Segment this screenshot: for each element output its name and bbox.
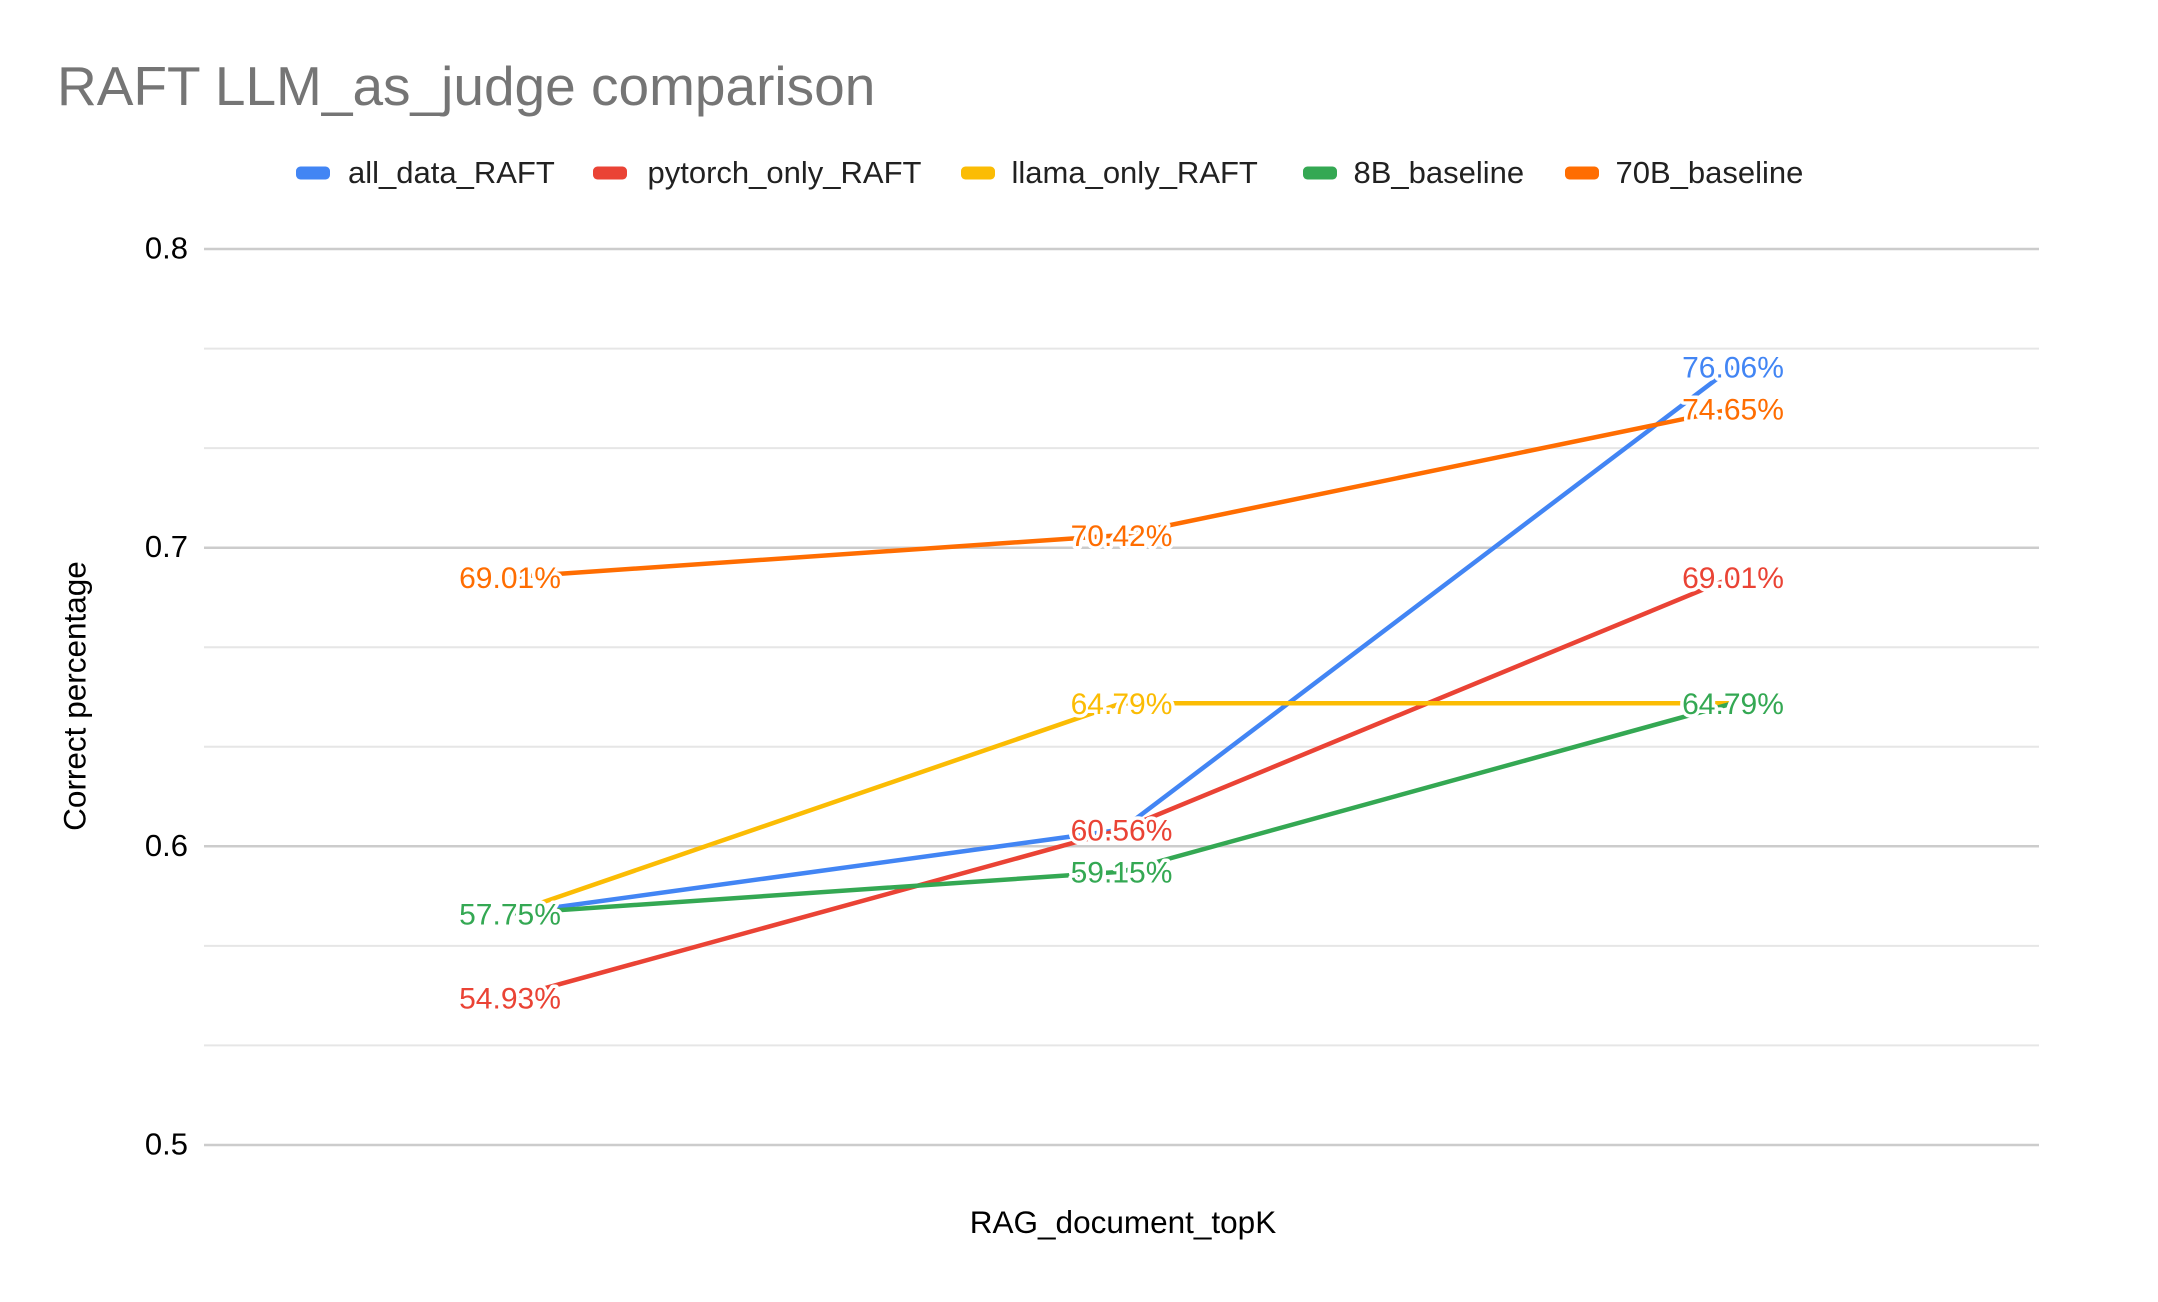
svg-text:69.01%: 69.01% <box>1682 562 1784 595</box>
svg-text:70B_baseline: 70B_baseline <box>1616 155 1804 190</box>
svg-text:pytorch_only_RAFT: pytorch_only_RAFT <box>648 155 922 190</box>
svg-text:RAG_document_topK: RAG_document_topK <box>970 1204 1276 1240</box>
svg-text:76.06%: 76.06% <box>1682 352 1784 385</box>
svg-text:RAFT LLM_as_judge comparison: RAFT LLM_as_judge comparison <box>57 55 875 117</box>
svg-text:8B_baseline: 8B_baseline <box>1354 155 1525 190</box>
svg-text:59.15%: 59.15% <box>1071 857 1173 890</box>
svg-text:70.42%: 70.42% <box>1071 520 1173 553</box>
svg-text:60.56%: 60.56% <box>1071 814 1173 847</box>
svg-text:0.5: 0.5 <box>145 1127 188 1162</box>
svg-text:0.8: 0.8 <box>145 231 188 266</box>
svg-text:54.93%: 54.93% <box>459 983 561 1016</box>
svg-text:64.79%: 64.79% <box>1682 688 1784 721</box>
svg-text:57.75%: 57.75% <box>459 898 561 931</box>
svg-text:0.6: 0.6 <box>145 828 188 863</box>
svg-text:69.01%: 69.01% <box>459 562 561 595</box>
svg-text:Correct percentage: Correct percentage <box>57 561 93 831</box>
svg-text:74.65%: 74.65% <box>1682 394 1784 427</box>
svg-text:64.79%: 64.79% <box>1071 688 1173 721</box>
svg-text:0.7: 0.7 <box>145 529 188 564</box>
svg-text:all_data_RAFT: all_data_RAFT <box>348 155 555 190</box>
svg-text:llama_only_RAFT: llama_only_RAFT <box>1012 155 1258 190</box>
